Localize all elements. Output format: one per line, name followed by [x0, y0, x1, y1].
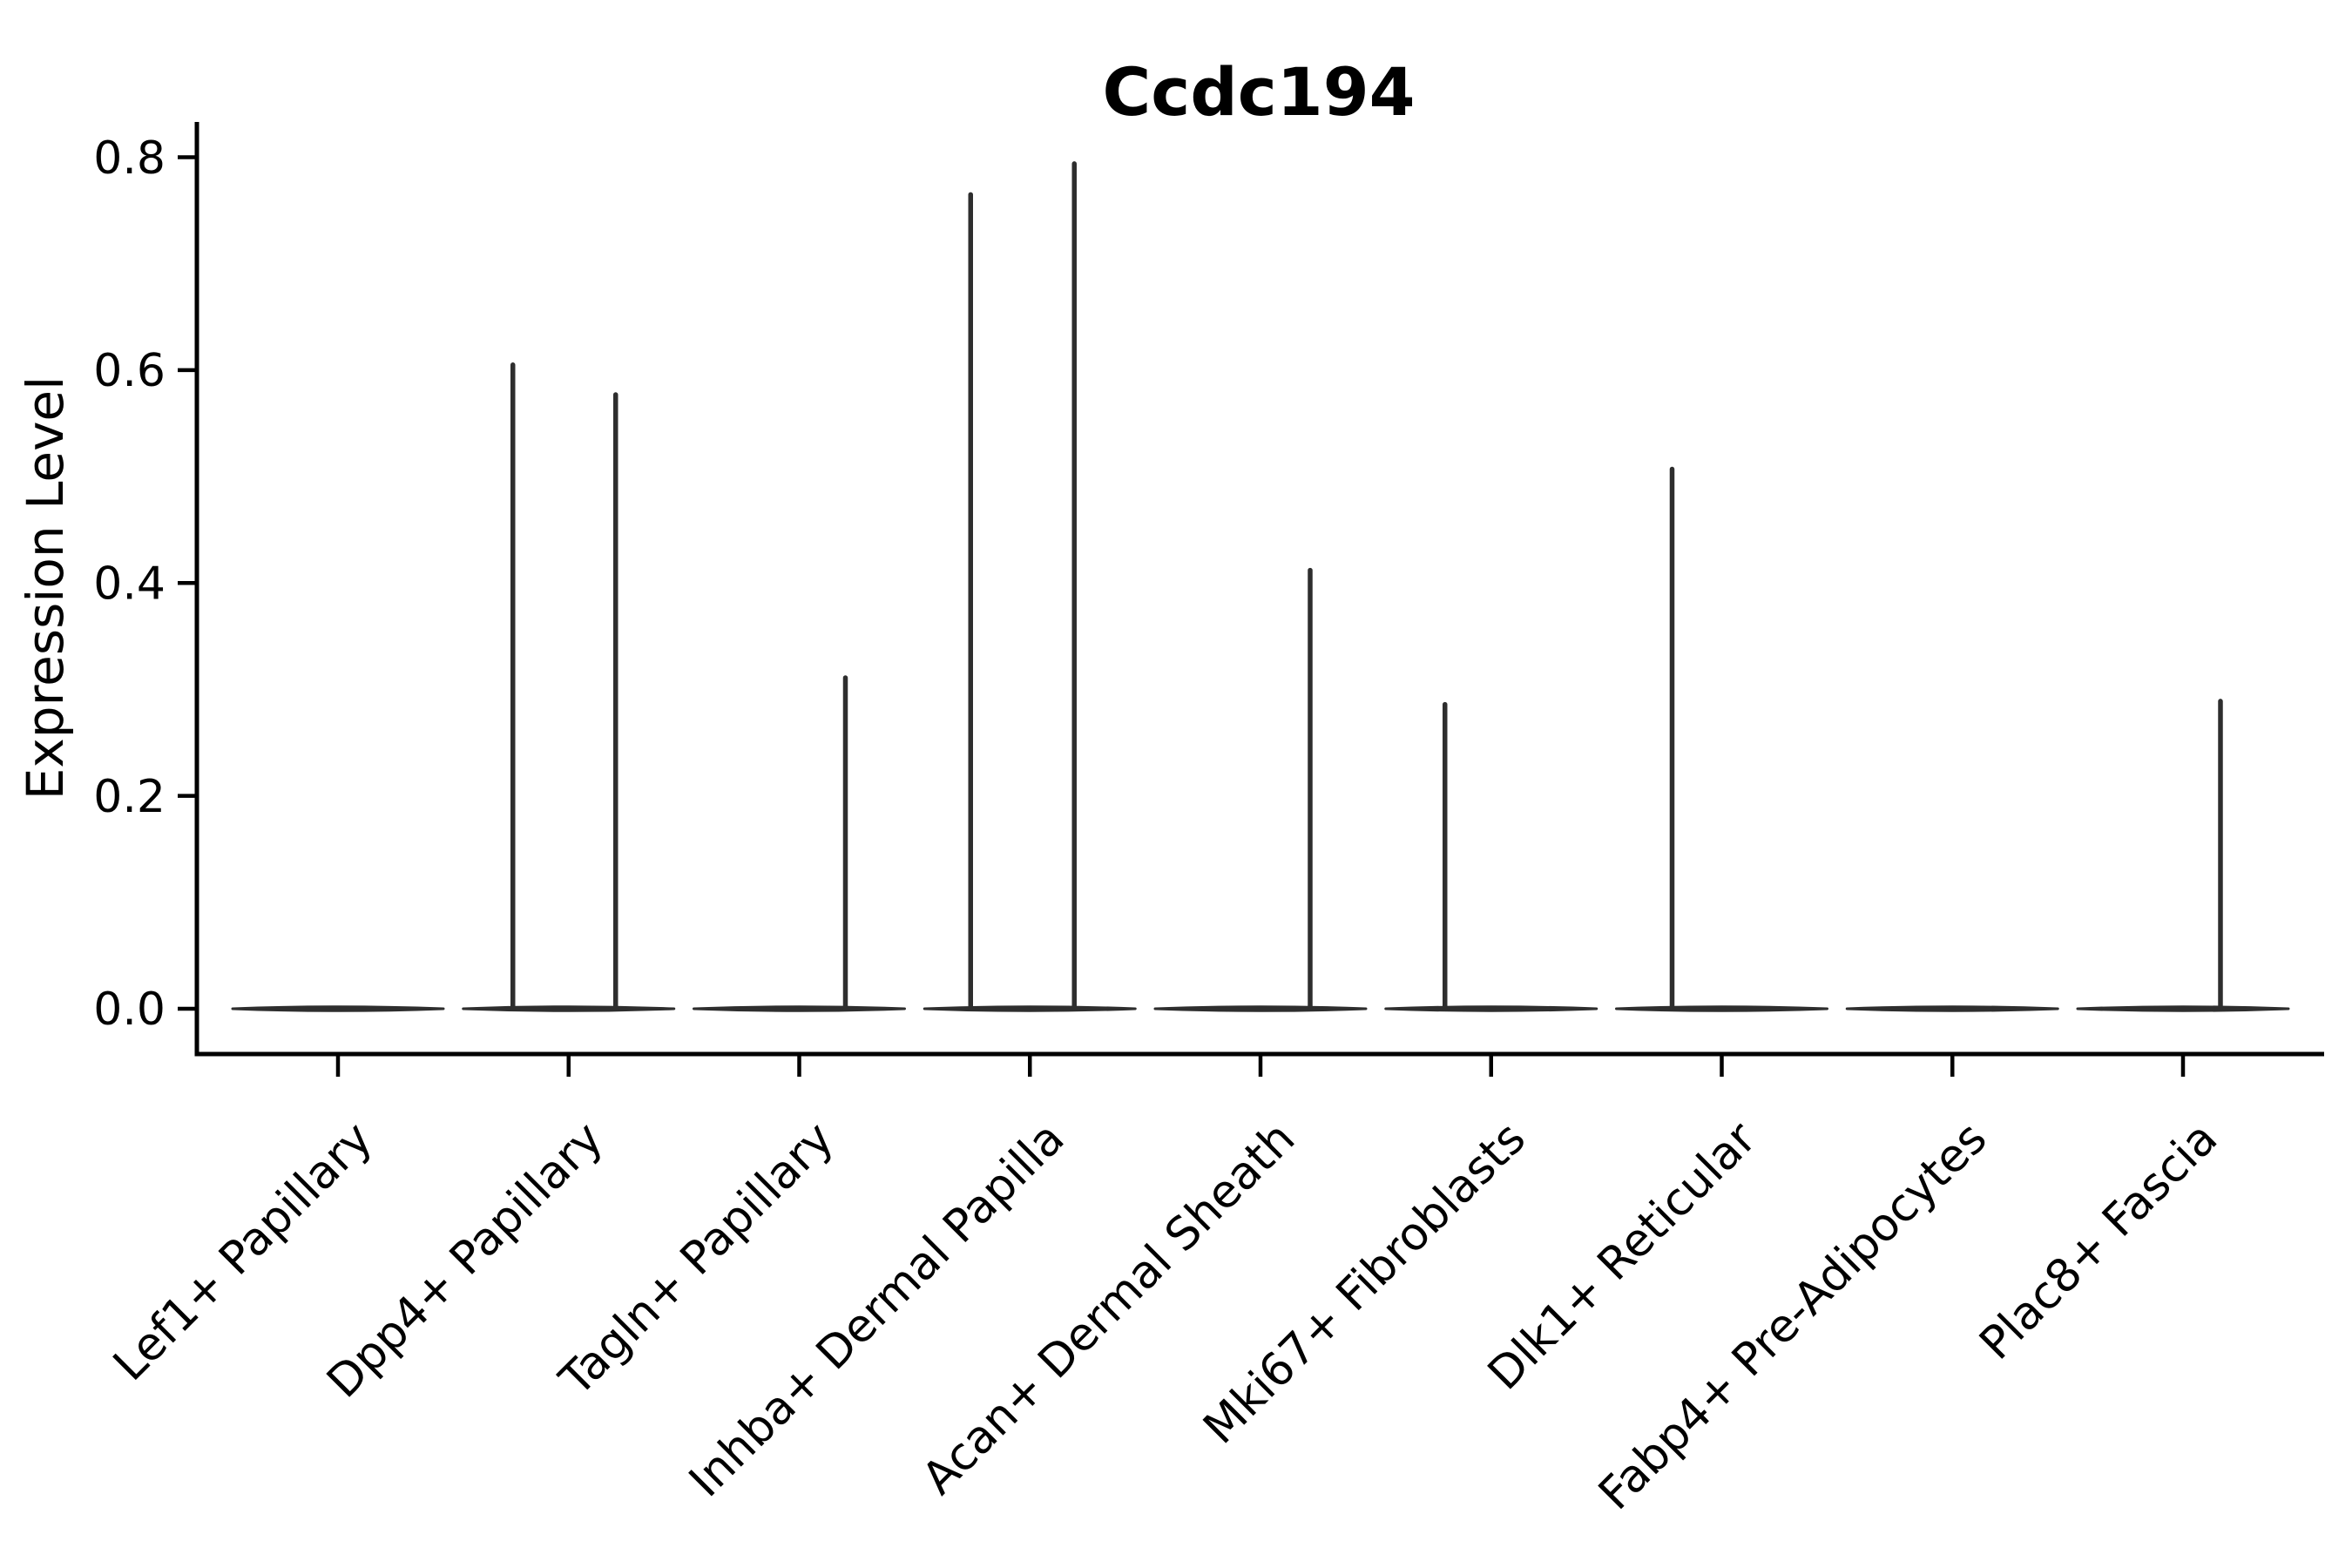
- y-tick-label: 0.8: [93, 132, 166, 185]
- violin-body: [231, 1005, 445, 1012]
- violin-body: [1384, 1005, 1598, 1012]
- violin-body: [1845, 1005, 2059, 1012]
- y-tick-label: 0.6: [93, 345, 166, 397]
- violin-body: [462, 1005, 676, 1012]
- violin-body: [923, 1005, 1137, 1012]
- y-tick-label: 0.0: [93, 983, 166, 1036]
- y-axis-label: Expression Level: [16, 376, 75, 800]
- y-tick-label: 0.4: [93, 558, 166, 610]
- violin-body: [693, 1005, 906, 1012]
- page-title: Ccdc194: [1103, 53, 1416, 131]
- violin-body: [2076, 1005, 2290, 1012]
- violin-body: [1615, 1005, 1828, 1012]
- y-tick-label: 0.2: [93, 771, 166, 823]
- violin-body: [1153, 1005, 1368, 1012]
